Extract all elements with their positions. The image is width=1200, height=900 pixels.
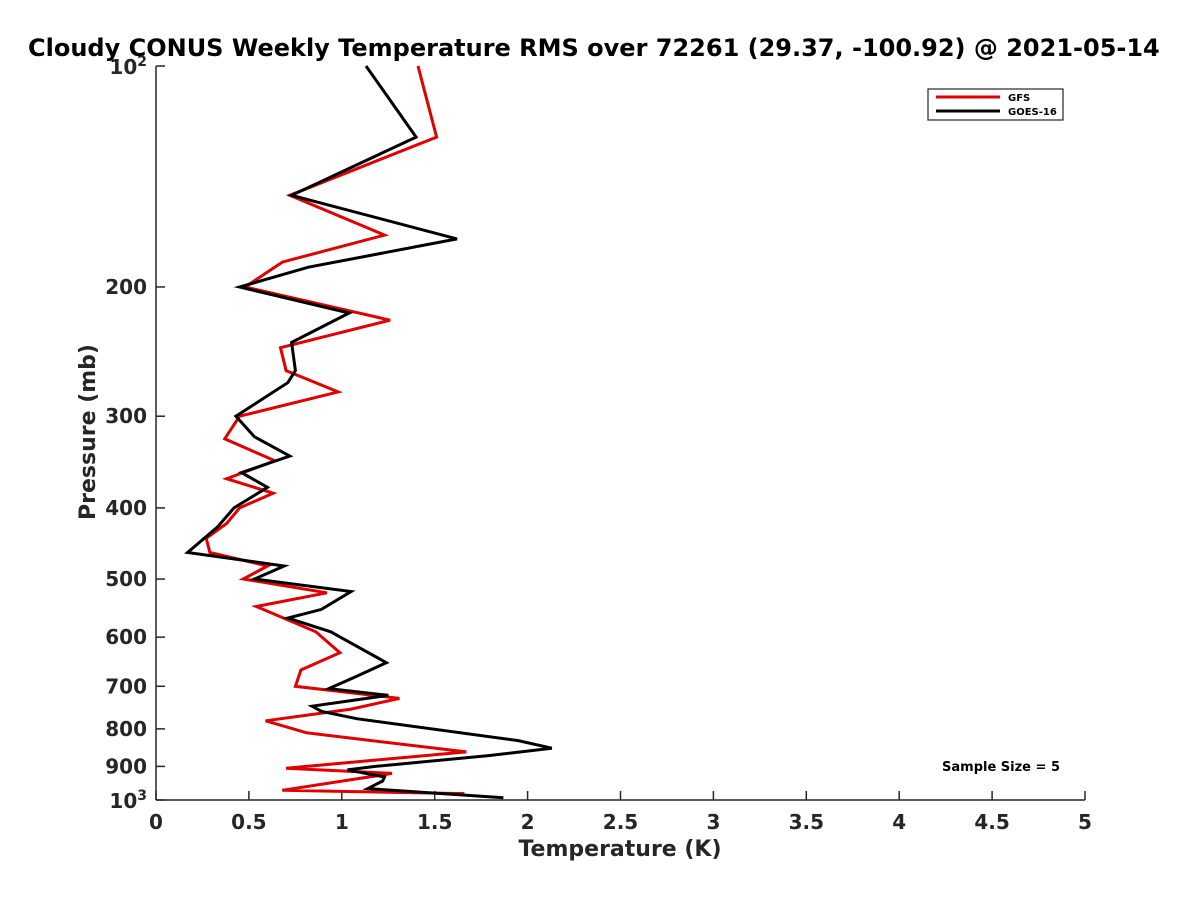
y-axis-label: Pressure (mb) (76, 344, 101, 520)
x-tick-label: 5 (1078, 810, 1092, 834)
y-tick-label: 900 (105, 754, 147, 778)
y-tick-label: 102 (109, 54, 147, 79)
x-tick-label: 3.5 (789, 810, 824, 834)
y-tick-label: 200 (105, 275, 147, 299)
legend: GFS GOES-16 (927, 88, 1064, 121)
x-tick-label: 0.5 (231, 810, 266, 834)
y-tick-label: 103 (109, 788, 147, 813)
y-tick-label: 300 (105, 404, 147, 428)
legend-box (927, 88, 1064, 121)
sample-size-annotation: Sample Size = 5 (942, 760, 1060, 775)
plot-area (184, 65, 553, 800)
chart-title: Cloudy CONUS Weekly Temperature RMS over… (28, 34, 1160, 62)
series-line-goes-16 (184, 65, 553, 800)
x-axis-label: Temperature (K) (518, 837, 721, 862)
x-tick-label: 3 (706, 810, 720, 834)
y-tick-label: 400 (105, 496, 147, 520)
axes: 0 0.5 1 1.5 2 2.5 3 3.5 4 4.5 5 102 200 300 400 500 600 7… (105, 54, 1092, 834)
series-line-gfs (204, 65, 467, 796)
legend-label: GOES-16 (1008, 107, 1057, 118)
y-tick-label: 700 (105, 674, 147, 698)
y-tick-label: 800 (105, 717, 147, 741)
y-tick-label: 500 (105, 567, 147, 591)
x-tick-label: 0 (149, 810, 163, 834)
y-tick-label: 600 (105, 625, 147, 649)
legend-label: GFS (1008, 93, 1030, 104)
x-tick-label: 2 (521, 810, 535, 834)
x-tick-label: 4.5 (974, 810, 1009, 834)
x-tick-label: 2.5 (603, 810, 638, 834)
x-tick-label: 1.5 (417, 810, 452, 834)
x-tick-label: 4 (892, 810, 906, 834)
x-tick-label: 1 (335, 810, 349, 834)
